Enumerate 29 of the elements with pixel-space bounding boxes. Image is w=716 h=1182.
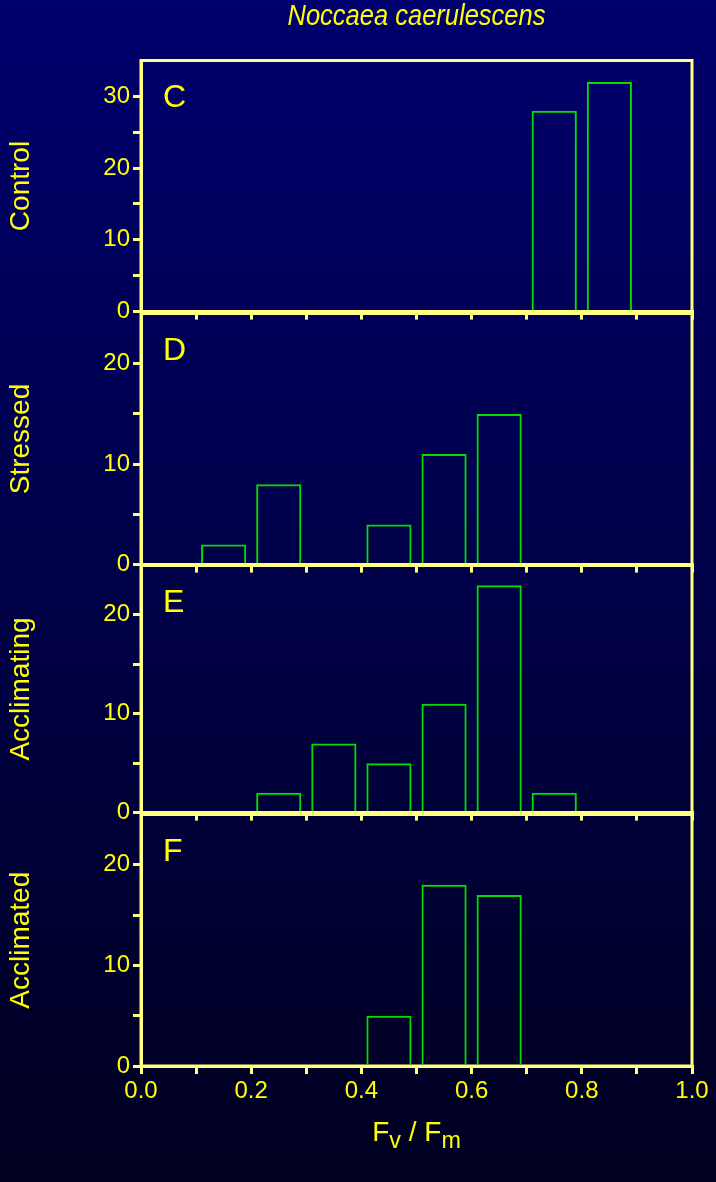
y-tick-label: 0 bbox=[116, 296, 130, 324]
x-tick-label: 0.4 bbox=[344, 1076, 379, 1104]
x-tick-label: 1.0 bbox=[675, 1076, 709, 1104]
y-tick-label: 20 bbox=[103, 348, 130, 376]
x-tick-label: 0.2 bbox=[234, 1076, 268, 1104]
y-tick-label: 10 bbox=[103, 698, 130, 726]
y-tick-label: 0 bbox=[116, 797, 130, 825]
y-tick-label: 20 bbox=[103, 599, 130, 627]
y-tick-label: 10 bbox=[103, 224, 130, 252]
annotation: E bbox=[163, 583, 185, 620]
y-tick-label: 0 bbox=[116, 1050, 130, 1078]
y-tick-label: 20 bbox=[103, 152, 130, 180]
y-axis-title: Stressed bbox=[3, 383, 35, 495]
y-tick-label: 10 bbox=[103, 448, 130, 476]
y-axis-title: Acclimated bbox=[3, 871, 35, 1009]
x-tick-label: 0.0 bbox=[124, 1076, 158, 1104]
chart-title: Noccaea caerulescens bbox=[286, 0, 547, 32]
y-axis-title: Acclimating bbox=[3, 617, 35, 761]
y-tick-label: 20 bbox=[103, 849, 130, 877]
annotation: C bbox=[163, 78, 187, 115]
y-tick-label: 10 bbox=[103, 949, 130, 977]
annotation: F bbox=[163, 832, 183, 869]
x-axis-title: F$_{v}$ / F$_{m}$ bbox=[371, 1116, 462, 1154]
y-tick-label: 30 bbox=[103, 80, 130, 108]
y-tick-label: 0 bbox=[116, 549, 130, 577]
y-axis-title: Control bbox=[3, 140, 35, 232]
x-tick-label: 0.6 bbox=[454, 1076, 489, 1104]
x-tick-label: 0.8 bbox=[565, 1076, 599, 1104]
annotation: D bbox=[163, 331, 187, 368]
